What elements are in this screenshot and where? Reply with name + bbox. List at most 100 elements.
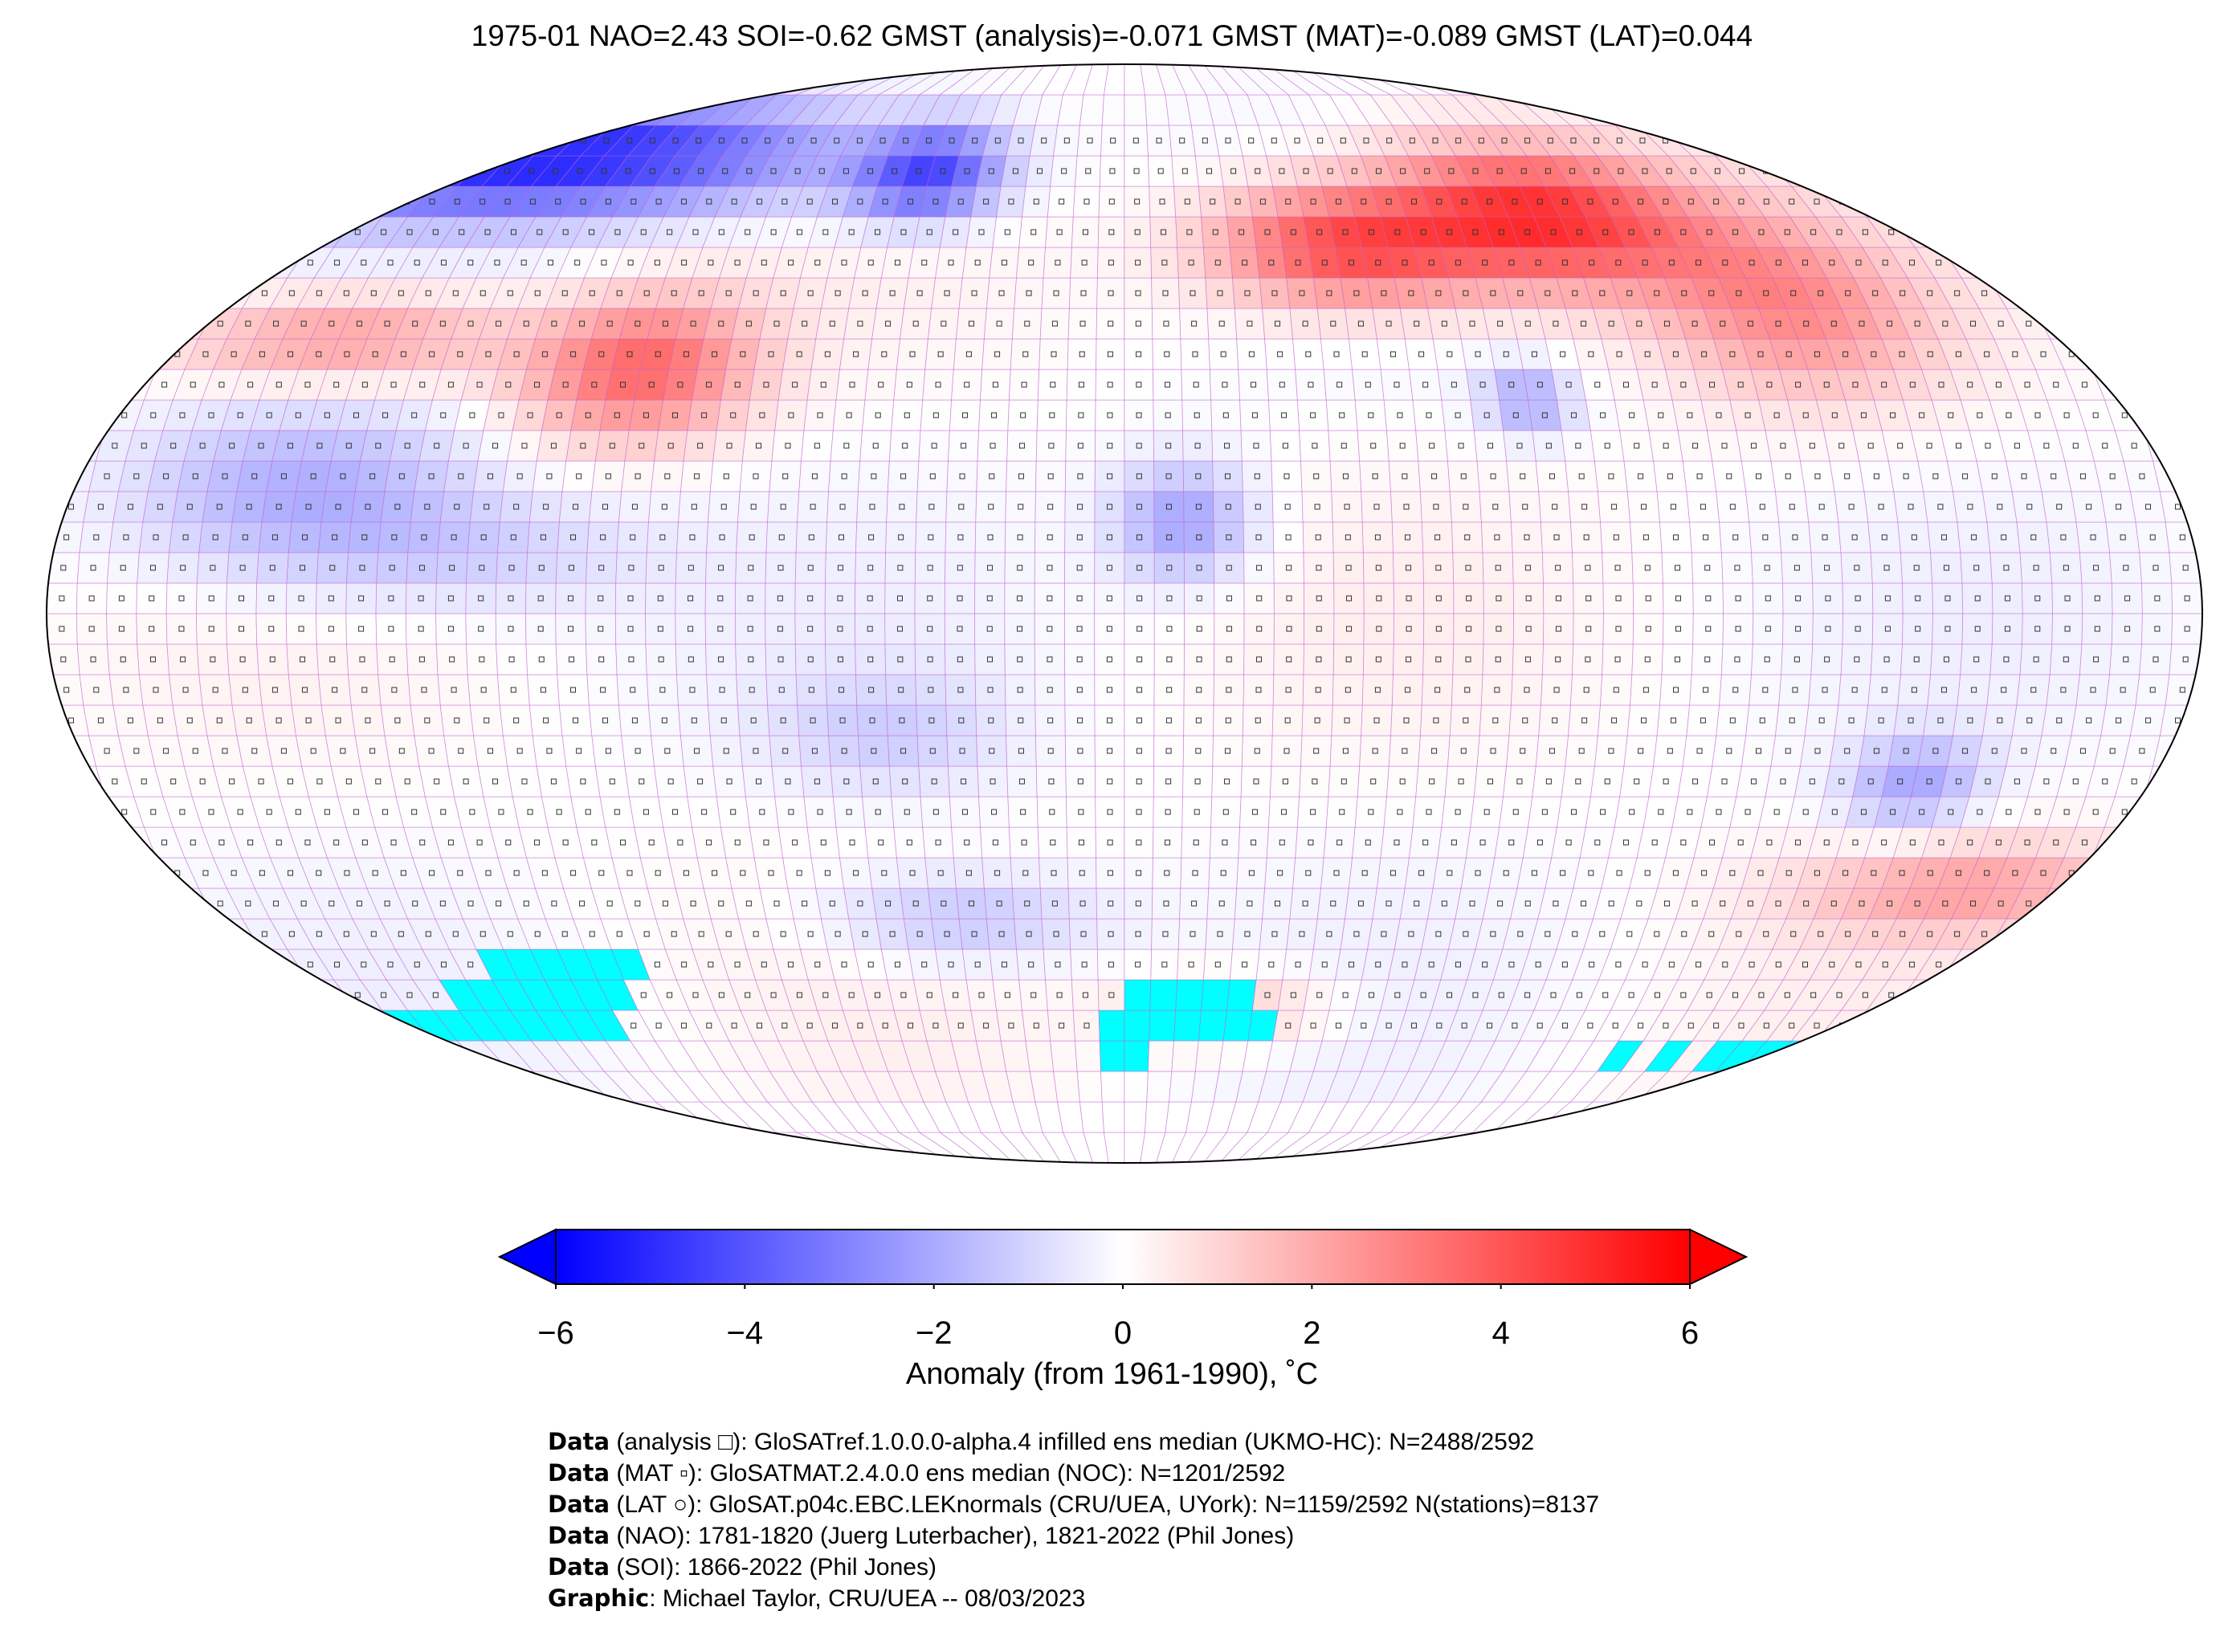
analysis-marker [1255, 717, 1261, 724]
grid-cell [1273, 582, 1305, 614]
grid-cell [1014, 277, 1044, 309]
grid-cell [1930, 552, 1963, 584]
analysis-marker [761, 961, 767, 968]
analysis-marker [1722, 259, 1728, 266]
grid-cell [1631, 643, 1663, 675]
grid-cell [867, 857, 901, 889]
analysis-marker [2056, 504, 2063, 510]
grid-cell [594, 765, 630, 797]
credit-line: Data (analysis □): GloSATref.1.0.0.0-alp… [548, 1426, 1599, 1458]
grid-cell [1543, 613, 1574, 645]
analysis-marker [677, 381, 684, 388]
grid-cell [1489, 1132, 1617, 1163]
analysis-marker [657, 626, 663, 632]
analysis-marker [150, 809, 157, 815]
analysis-marker [1685, 137, 1691, 144]
analysis-marker [1466, 626, 1472, 632]
analysis-marker [1749, 259, 1755, 266]
analysis-marker [1020, 809, 1026, 815]
analysis-marker [1608, 473, 1614, 479]
analysis-marker [1226, 656, 1232, 663]
analysis-marker [1977, 412, 1983, 418]
grid-cell [1781, 552, 1814, 584]
analysis-marker [616, 931, 622, 937]
grid-cell [1541, 643, 1574, 675]
analysis-marker [598, 565, 605, 571]
grid-cell [226, 582, 258, 614]
grid-cell [985, 277, 1017, 309]
analysis-marker [1932, 168, 1939, 174]
analysis-marker [1553, 320, 1559, 327]
grid-cell [1804, 704, 1839, 736]
analysis-marker [1316, 992, 1323, 998]
analysis-marker [609, 443, 615, 449]
grid-cell [316, 613, 347, 645]
analysis-marker [1789, 1022, 1795, 1029]
grid-cell [1316, 308, 1349, 340]
grid-cell [1594, 735, 1628, 767]
analysis-marker [885, 900, 892, 907]
grid-cell [1259, 277, 1291, 309]
analysis-marker [1830, 320, 1837, 327]
analysis-marker [1303, 168, 1309, 174]
analysis-marker [261, 290, 267, 296]
grid-cell [1181, 399, 1213, 431]
analysis-marker [1108, 992, 1115, 998]
analysis-marker [1018, 748, 1024, 754]
grid-cell [1018, 216, 1048, 248]
grid-cell [108, 674, 144, 706]
grid-cell [1859, 460, 1895, 492]
grid-cell [1677, 765, 1713, 797]
analysis-marker [694, 473, 700, 479]
analysis-marker [964, 168, 970, 174]
grid-cell [1470, 796, 1504, 828]
grid-cell [1981, 704, 2018, 736]
grid-cell [283, 1040, 345, 1072]
analysis-marker [1136, 504, 1142, 510]
analysis-marker [2120, 687, 2126, 693]
grid-cell [1393, 613, 1425, 645]
analysis-marker [1520, 168, 1527, 174]
grid-cell [1359, 735, 1391, 767]
analysis-marker [579, 320, 586, 327]
analysis-marker [1077, 717, 1083, 724]
grid-cell [1748, 124, 1811, 157]
grid-cell [1686, 491, 1720, 523]
analysis-marker [600, 687, 606, 693]
analysis-marker [881, 870, 888, 876]
grid-cell [1584, 1132, 1740, 1163]
grid-cell [198, 521, 233, 553]
analysis-marker [691, 504, 697, 510]
analysis-marker [218, 839, 225, 846]
grid-cell [1067, 887, 1098, 920]
analysis-marker [1589, 259, 1595, 266]
grid-cell [141, 308, 188, 340]
analysis-marker [1732, 229, 1739, 235]
grid-cell [1635, 94, 1706, 126]
grid-cell [1098, 186, 1125, 218]
analysis-marker [513, 351, 520, 357]
analysis-marker [1076, 626, 1083, 632]
analysis-marker [1381, 931, 1387, 937]
analysis-marker [1475, 870, 1481, 876]
analysis-marker [720, 717, 727, 724]
analysis-marker [2102, 443, 2108, 449]
analysis-marker [579, 900, 586, 907]
analysis-marker [1256, 626, 1263, 632]
grid-cell [254, 979, 306, 1011]
grid-cell [855, 582, 886, 614]
grid-cell [767, 491, 800, 523]
analysis-marker [1873, 748, 1879, 754]
analysis-marker [1668, 961, 1675, 968]
analysis-marker [378, 198, 385, 205]
grid-cell [1329, 460, 1362, 492]
grid-cell [945, 521, 977, 553]
grid-cell [468, 64, 633, 96]
grid-cell [1528, 796, 1562, 828]
grid-cell [591, 64, 728, 96]
analysis-marker [932, 198, 939, 205]
grid-cell [201, 216, 255, 248]
analysis-marker [649, 168, 655, 174]
analysis-marker [1654, 992, 1660, 998]
analysis-marker [150, 412, 157, 418]
